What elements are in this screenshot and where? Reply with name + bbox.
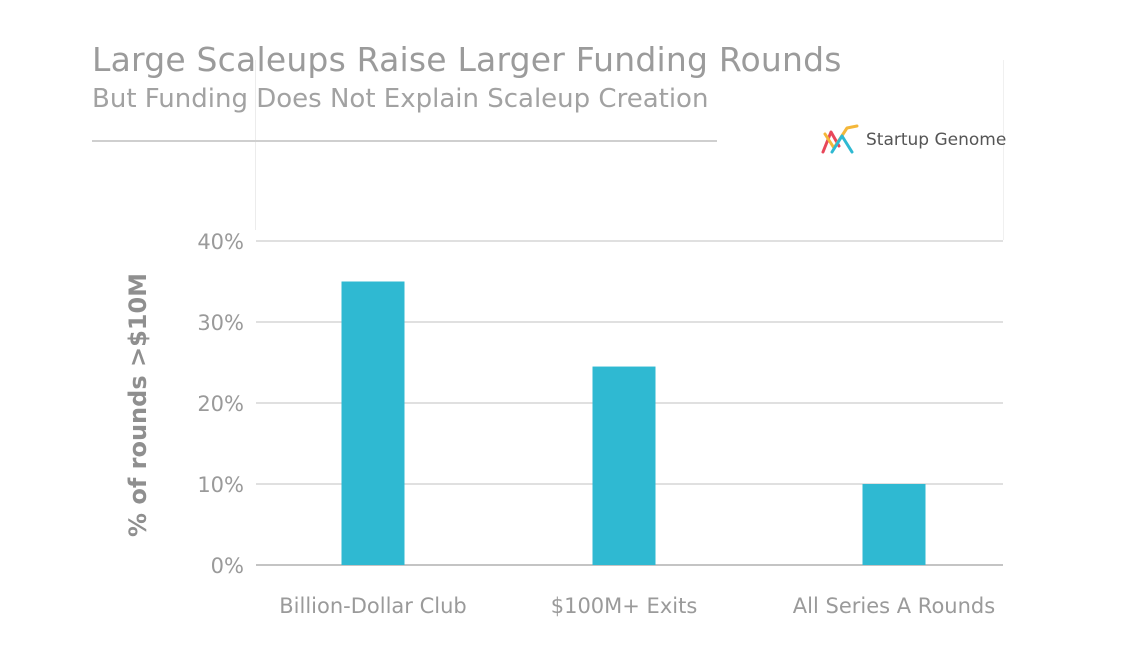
brand-name: Startup Genome — [866, 130, 1007, 150]
y-tick-label: 0% — [211, 554, 244, 578]
bar — [341, 281, 405, 565]
y-tick-label: 20% — [197, 392, 244, 416]
bar — [592, 366, 656, 565]
chart-title: Large Scaleups Raise Larger Funding Roun… — [92, 40, 842, 79]
frame-line-right — [1003, 60, 1004, 240]
title-divider — [92, 140, 717, 142]
bar — [862, 484, 926, 565]
x-tick-label: Billion-Dollar Club — [279, 594, 466, 618]
startup-genome-logo-icon — [821, 124, 859, 154]
frame-line-left — [255, 60, 256, 230]
y-tick-label: 40% — [197, 230, 244, 254]
y-tick-label: 10% — [197, 473, 244, 497]
chart-subtitle: But Funding Does Not Explain Scaleup Cre… — [92, 84, 709, 114]
x-tick-label: $100M+ Exits — [551, 594, 698, 618]
y-tick-label: 30% — [197, 311, 244, 335]
startup-genome-logo: Startup Genome — [820, 124, 1006, 156]
x-tick-label: All Series A Rounds — [793, 594, 995, 618]
